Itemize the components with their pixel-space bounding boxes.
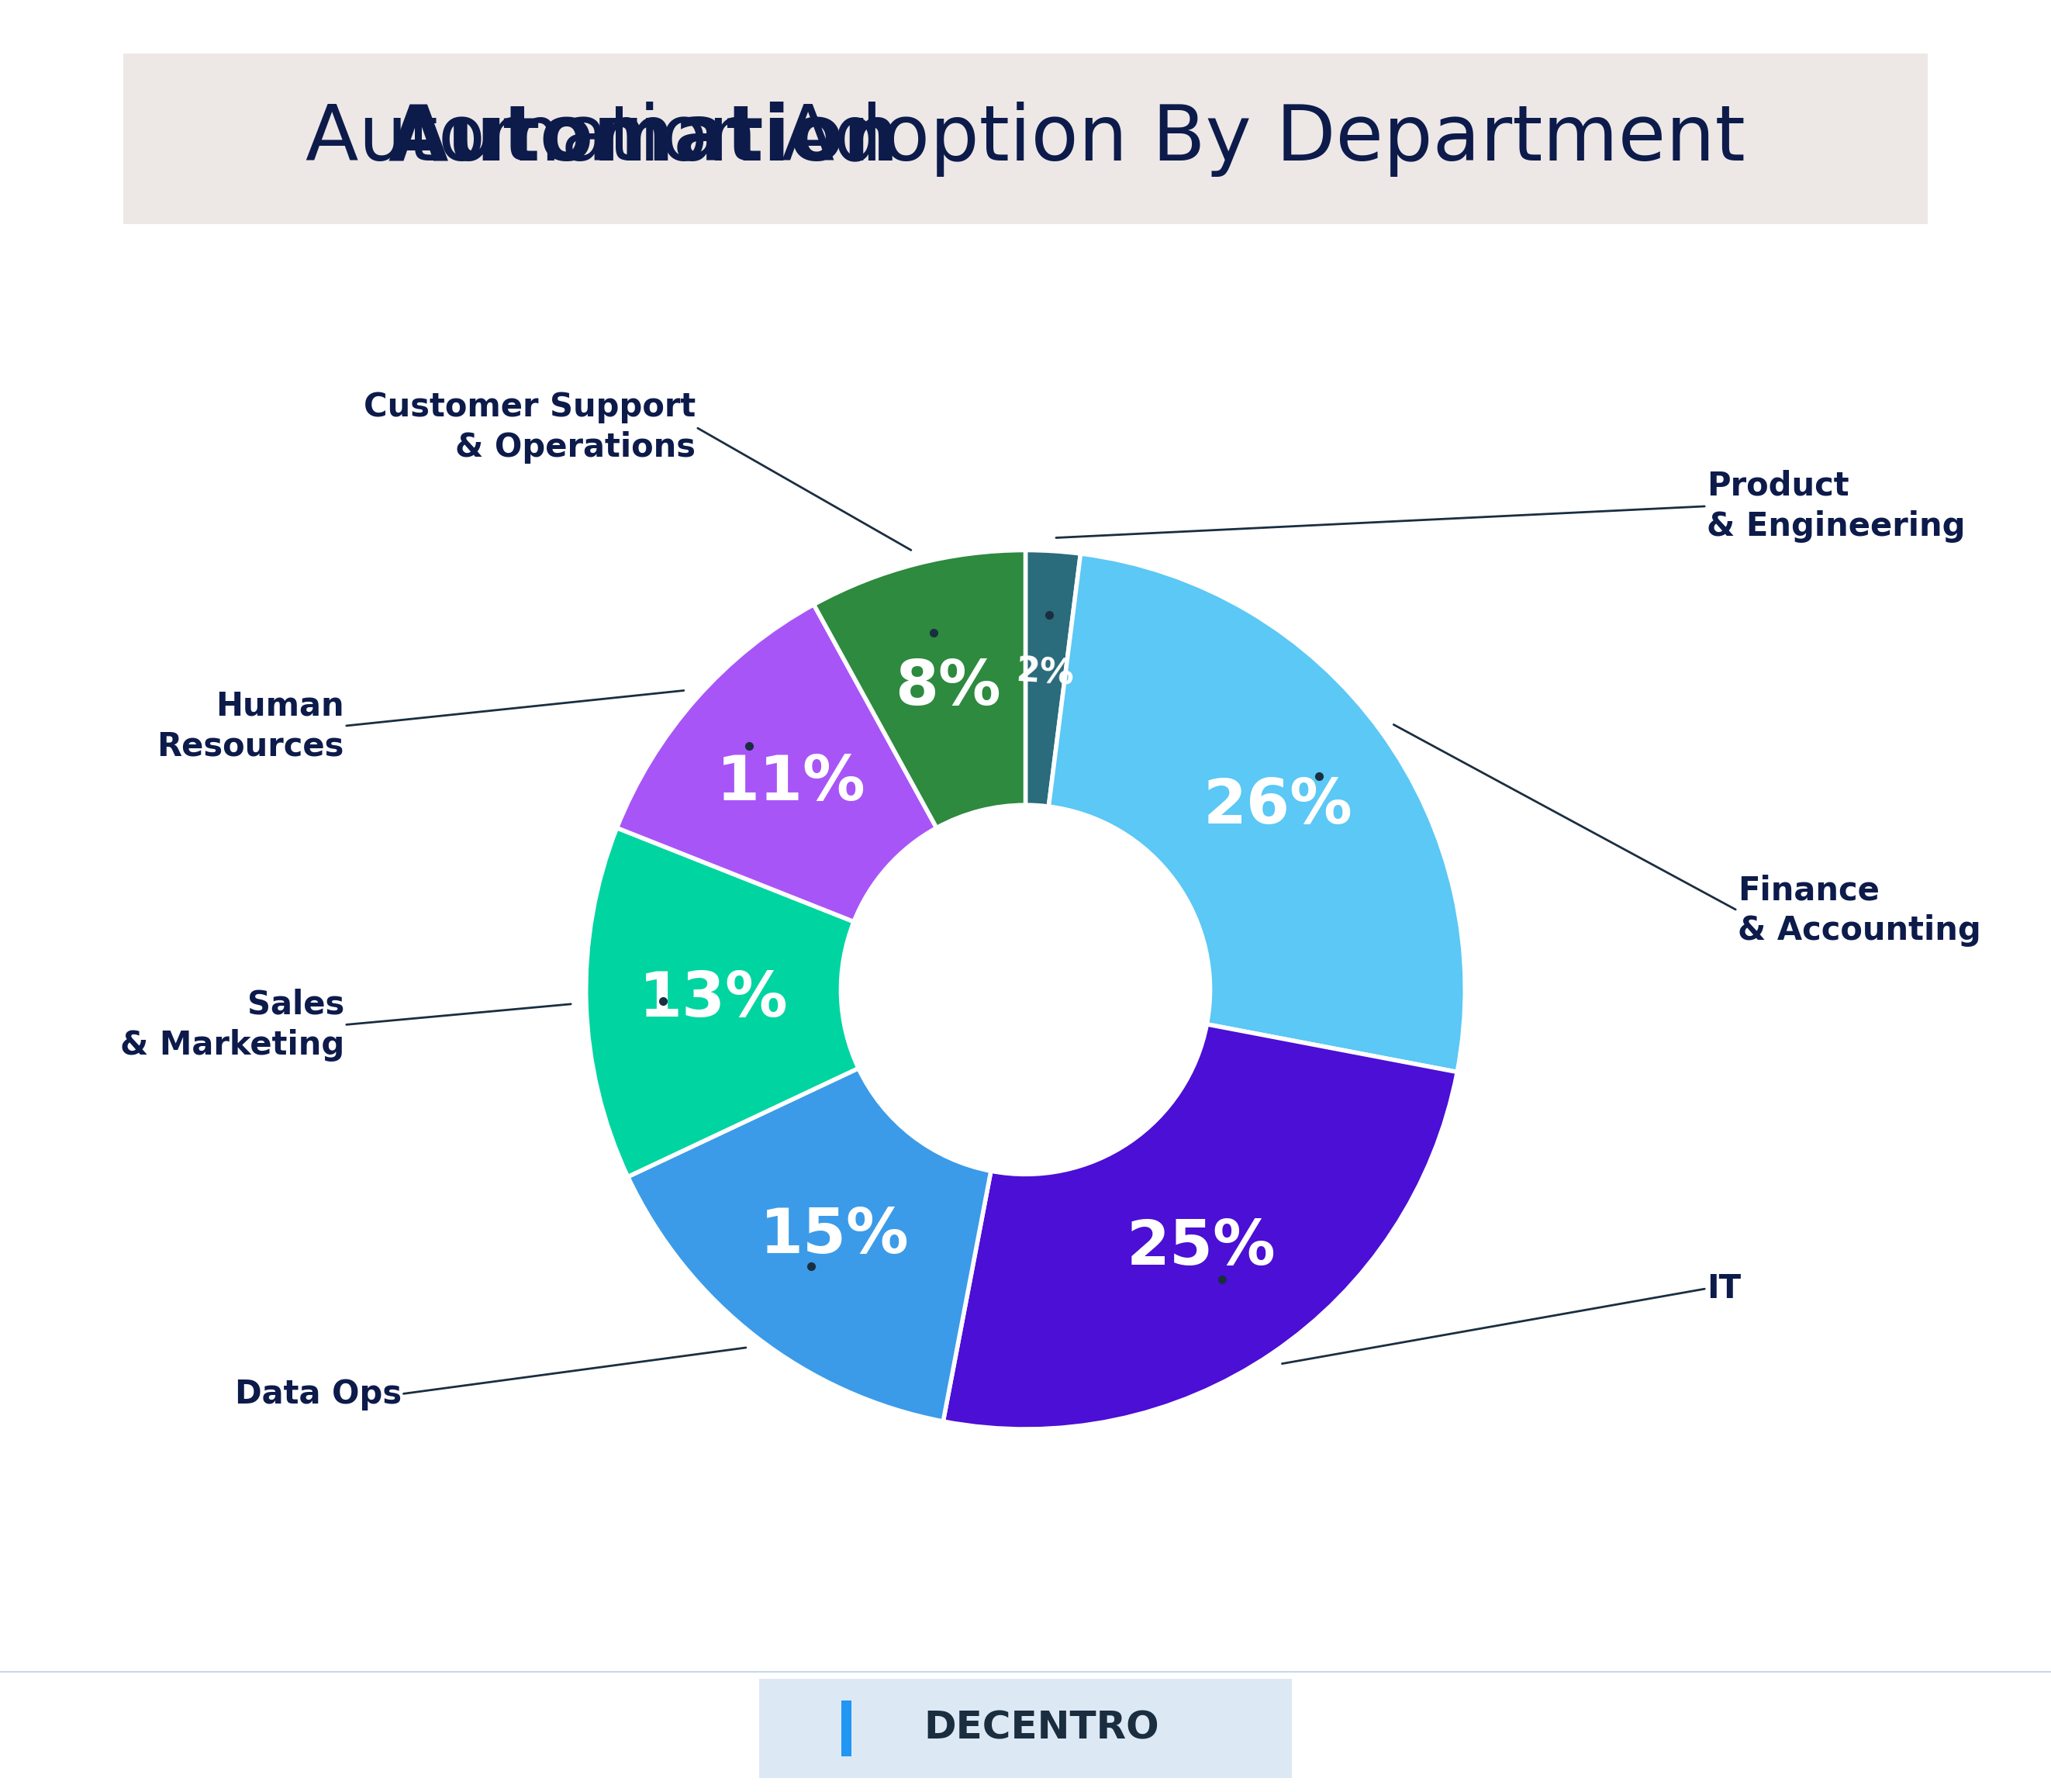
Text: 25%: 25%: [1126, 1217, 1276, 1278]
Text: 8%: 8%: [894, 658, 1001, 717]
Text: Automation: Automation: [388, 102, 898, 176]
Text: DECENTRO: DECENTRO: [923, 1710, 1159, 1747]
FancyBboxPatch shape: [51, 47, 2000, 231]
Text: Human
Resources: Human Resources: [158, 690, 345, 762]
Text: Automation Adoption By Department: Automation Adoption By Department: [213, 100, 1838, 177]
Wedge shape: [1048, 554, 1464, 1072]
FancyBboxPatch shape: [726, 1676, 1325, 1781]
Text: IT: IT: [1706, 1272, 1741, 1305]
Wedge shape: [1026, 550, 1081, 806]
Text: 11%: 11%: [716, 753, 866, 814]
Text: 26%: 26%: [1204, 776, 1354, 837]
Wedge shape: [814, 550, 1026, 828]
Text: Finance
& Accounting: Finance & Accounting: [1737, 874, 1981, 946]
Text: Automation Adoption By Department: Automation Adoption By Department: [306, 102, 1745, 176]
Text: Sales
& Marketing: Sales & Marketing: [119, 989, 345, 1061]
Text: Product
& Engineering: Product & Engineering: [1706, 470, 1965, 543]
Text: Customer Support
& Operations: Customer Support & Operations: [363, 391, 695, 464]
Text: 13%: 13%: [640, 969, 788, 1030]
Text: 2%: 2%: [1015, 654, 1075, 692]
Bar: [841, 1701, 851, 1756]
Wedge shape: [628, 1068, 991, 1421]
Wedge shape: [617, 604, 937, 921]
Text: Data Ops: Data Ops: [234, 1378, 402, 1410]
Wedge shape: [587, 828, 859, 1177]
Text: 15%: 15%: [759, 1206, 909, 1267]
Wedge shape: [943, 1025, 1456, 1430]
